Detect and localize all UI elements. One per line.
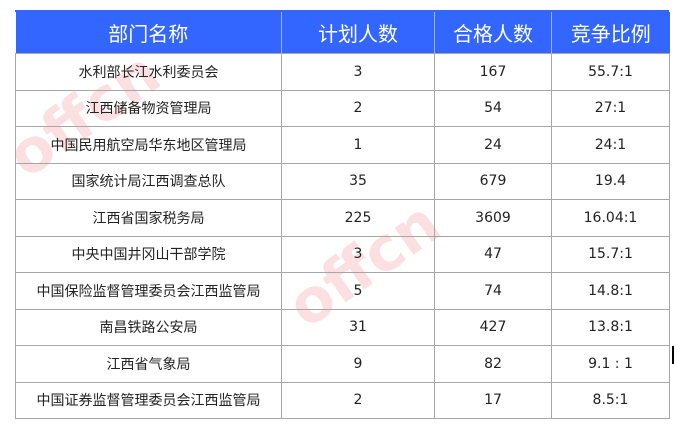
table-cell: 15.7:1 xyxy=(551,235,670,273)
table-cell: 55.7:1 xyxy=(551,53,670,91)
table-cell: 31 xyxy=(281,308,435,346)
table-cell: 17 xyxy=(434,381,552,419)
table-header-row: 部门名称 计划人数 合格人数 竞争比例 xyxy=(15,12,670,54)
table-cell: 8.5:1 xyxy=(551,381,670,419)
table-row: 中国保险监督管理委员会江西监管局 5 74 14.8:1 xyxy=(15,272,670,310)
table-row: 南昌铁路公安局 31 427 13.8:1 xyxy=(15,308,670,346)
table-cell: 13.8:1 xyxy=(551,308,670,346)
table-cell: 江西省国家税务局 xyxy=(15,199,282,237)
competition-ratio-table: 部门名称 计划人数 合格人数 竞争比例 水利部长江水利委员会 3 167 55.7:1 江西储… xyxy=(15,12,670,419)
table-cell: 427 xyxy=(434,308,552,346)
table-cell: 27:1 xyxy=(551,89,670,127)
table-cell: 167 xyxy=(434,53,552,91)
table-cell: 中国证券监督管理委员会江西监管局 xyxy=(15,381,282,419)
table-cell: 679 xyxy=(434,162,552,200)
table-row: 国家统计局江西调查总队 35 679 19.4 xyxy=(15,162,670,200)
table-cell: 9 xyxy=(281,345,435,383)
table-cell: 47 xyxy=(434,235,552,273)
table-row: 水利部长江水利委员会 3 167 55.7:1 xyxy=(15,53,670,91)
table-cell: 江西省气象局 xyxy=(15,345,282,383)
table-cell: 54 xyxy=(434,89,552,127)
table-cell: 24:1 xyxy=(551,126,670,164)
table-cell: 9.1 : 1 xyxy=(551,345,670,383)
table-cell: 水利部长江水利委员会 xyxy=(15,53,282,91)
table-cell: 3 xyxy=(281,235,435,273)
table-cell: 14.8:1 xyxy=(551,272,670,310)
table-cell: 5 xyxy=(281,272,435,310)
table-cell: 1 xyxy=(281,126,435,164)
table-cell: 16.04:1 xyxy=(551,199,670,237)
column-header: 部门名称 xyxy=(15,12,282,54)
table-cell: 74 xyxy=(434,272,552,310)
table-cell: 35 xyxy=(281,162,435,200)
table-cell: 江西储备物资管理局 xyxy=(15,89,282,127)
table-cell: 225 xyxy=(281,199,435,237)
top-rule xyxy=(15,10,669,12)
text-cursor xyxy=(672,346,674,364)
table-cell: 3609 xyxy=(434,199,552,237)
table-row: 中央中国井冈山干部学院 3 47 15.7:1 xyxy=(15,235,670,273)
column-header: 计划人数 xyxy=(281,12,435,54)
table-cell: 82 xyxy=(434,345,552,383)
column-header: 合格人数 xyxy=(434,12,552,54)
table-cell: 南昌铁路公安局 xyxy=(15,308,282,346)
column-header: 竞争比例 xyxy=(551,12,670,54)
table-row: 江西省国家税务局 225 3609 16.04:1 xyxy=(15,199,670,237)
table-row: 中国证券监督管理委员会江西监管局 2 17 8.5:1 xyxy=(15,381,670,419)
table-row: 江西储备物资管理局 2 54 27:1 xyxy=(15,89,670,127)
table-cell: 中国民用航空局华东地区管理局 xyxy=(15,126,282,164)
table-cell: 24 xyxy=(434,126,552,164)
table-cell: 2 xyxy=(281,381,435,419)
table-cell: 中央中国井冈山干部学院 xyxy=(15,235,282,273)
table-cell: 2 xyxy=(281,89,435,127)
table-cell: 19.4 xyxy=(551,162,670,200)
table-cell: 中国保险监督管理委员会江西监管局 xyxy=(15,272,282,310)
table-row: 中国民用航空局华东地区管理局 1 24 24:1 xyxy=(15,126,670,164)
table-row: 江西省气象局 9 82 9.1 : 1 xyxy=(15,345,670,383)
table-cell: 国家统计局江西调查总队 xyxy=(15,162,282,200)
table-cell: 3 xyxy=(281,53,435,91)
